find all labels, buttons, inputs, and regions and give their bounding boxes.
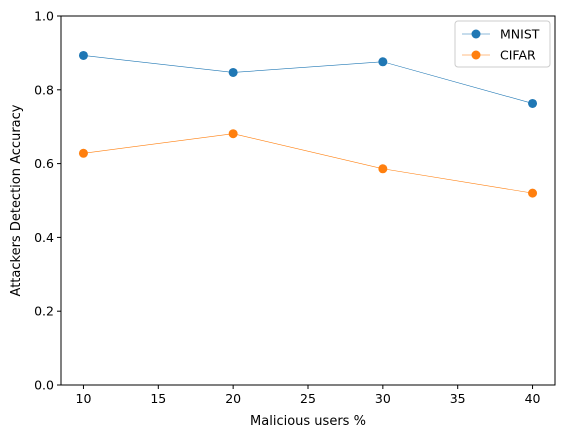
series-line [83, 133, 533, 194]
data-point [78, 148, 88, 158]
data-point [528, 188, 538, 198]
legend: MNIST CIFAR [454, 20, 551, 68]
x-tick-label: 10 [76, 391, 92, 406]
data-point [228, 67, 238, 77]
data-point [228, 129, 238, 139]
legend-label: MNIST [500, 27, 540, 42]
y-axis-ticks: 0.0 0.2 0.4 0.6 0.8 1.0 [34, 9, 61, 393]
x-axis-ticks: 10 15 20 25 30 35 40 [76, 385, 541, 406]
x-tick-label: 40 [525, 391, 541, 406]
data-point [528, 98, 538, 108]
legend-marker [471, 29, 481, 39]
legend-item-cifar: CIFAR [462, 48, 536, 63]
data-point [78, 50, 88, 60]
y-axis-label: Attackers Detection Accuracy [9, 104, 24, 296]
data-point [378, 57, 388, 67]
legend-label: CIFAR [500, 48, 536, 63]
y-tick-label: 0.6 [34, 156, 54, 171]
x-tick-label: 30 [375, 391, 391, 406]
x-tick-label: 35 [450, 391, 466, 406]
x-tick-label: 15 [150, 391, 166, 406]
legend-item-mnist: MNIST [462, 27, 540, 42]
series-line [83, 55, 533, 104]
y-tick-label: 0.4 [34, 230, 54, 245]
legend-marker [471, 50, 481, 60]
y-tick-label: 1.0 [34, 9, 54, 24]
data-point [378, 164, 388, 174]
series-layer [78, 50, 538, 198]
y-tick-label: 0.2 [34, 304, 54, 319]
plot-area [60, 15, 556, 386]
y-tick-label: 0.8 [34, 82, 54, 97]
x-axis-label: Malicious users % [250, 414, 366, 429]
x-tick-label: 25 [300, 391, 316, 406]
x-tick-label: 20 [225, 391, 241, 406]
series-cifar [78, 129, 538, 198]
y-tick-label: 0.0 [34, 378, 54, 393]
series-mnist [78, 50, 538, 108]
